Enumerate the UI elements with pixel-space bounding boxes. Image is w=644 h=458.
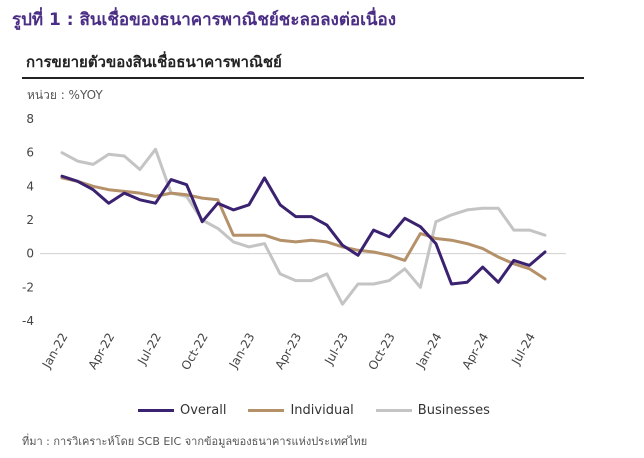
legend-label-overall: Overall: [180, 403, 227, 418]
title-divider: [22, 77, 584, 79]
legend-swatch-overall: [138, 409, 174, 412]
x-tick-label: Apr-23: [272, 331, 304, 372]
legend-item-overall: Overall: [138, 403, 226, 418]
y-tick-label: 6: [26, 146, 34, 160]
legend-item-individual: Individual: [248, 403, 354, 418]
chart-legend: Overall Individual Businesses: [138, 403, 512, 418]
unit-label: หน่วย : %YOY: [27, 88, 103, 102]
series-line-overall: [60, 174, 547, 286]
source-note: ที่มา : การวิเคราะห์โดย SCB EIC จากข้อมู…: [22, 435, 368, 448]
legend-label-individual: Individual: [290, 403, 354, 418]
x-tick-label: Jan-23: [226, 331, 258, 372]
legend-swatch-businesses: [375, 409, 412, 412]
series-line-businesses: [60, 147, 547, 306]
legend-label-businesses: Businesses: [417, 403, 490, 418]
y-tick-label: -4: [22, 314, 34, 328]
legend-swatch-individual: [248, 409, 285, 412]
y-tick-label: -2: [22, 280, 34, 294]
y-tick-label: 0: [26, 247, 34, 261]
x-tick-label: Jan-24: [413, 331, 445, 372]
series-line-individual: [60, 176, 547, 281]
x-tick-label: Jul-23: [321, 331, 351, 368]
x-tick-label: Oct-22: [179, 331, 211, 373]
line-chart: -4 -2 0 2 4 6 8 Jan-22 Apr-22 Jul-22 Oct-22 Jan-23 A…: [22, 112, 566, 373]
y-tick-label: 8: [26, 112, 34, 126]
figure-title: รูปที่ 1 : สินเชื่อของธนาคารพาณิชย์ชะลอล…: [12, 10, 397, 30]
x-tick-label: Apr-24: [459, 331, 491, 372]
x-tick-label: Oct-23: [365, 331, 397, 373]
y-tick-label: 4: [26, 179, 34, 193]
chart-subtitle: การขยายตัวของสินเชื่อธนาคารพาณิชย์: [26, 53, 282, 71]
x-tick-label: Jul-24: [508, 331, 538, 368]
x-tick-label: Jan-22: [39, 331, 71, 372]
x-tick-label: Apr-22: [85, 331, 117, 372]
x-tick-label: Jul-22: [134, 331, 164, 368]
legend-item-businesses: Businesses: [375, 403, 490, 418]
y-tick-label: 2: [26, 213, 34, 227]
